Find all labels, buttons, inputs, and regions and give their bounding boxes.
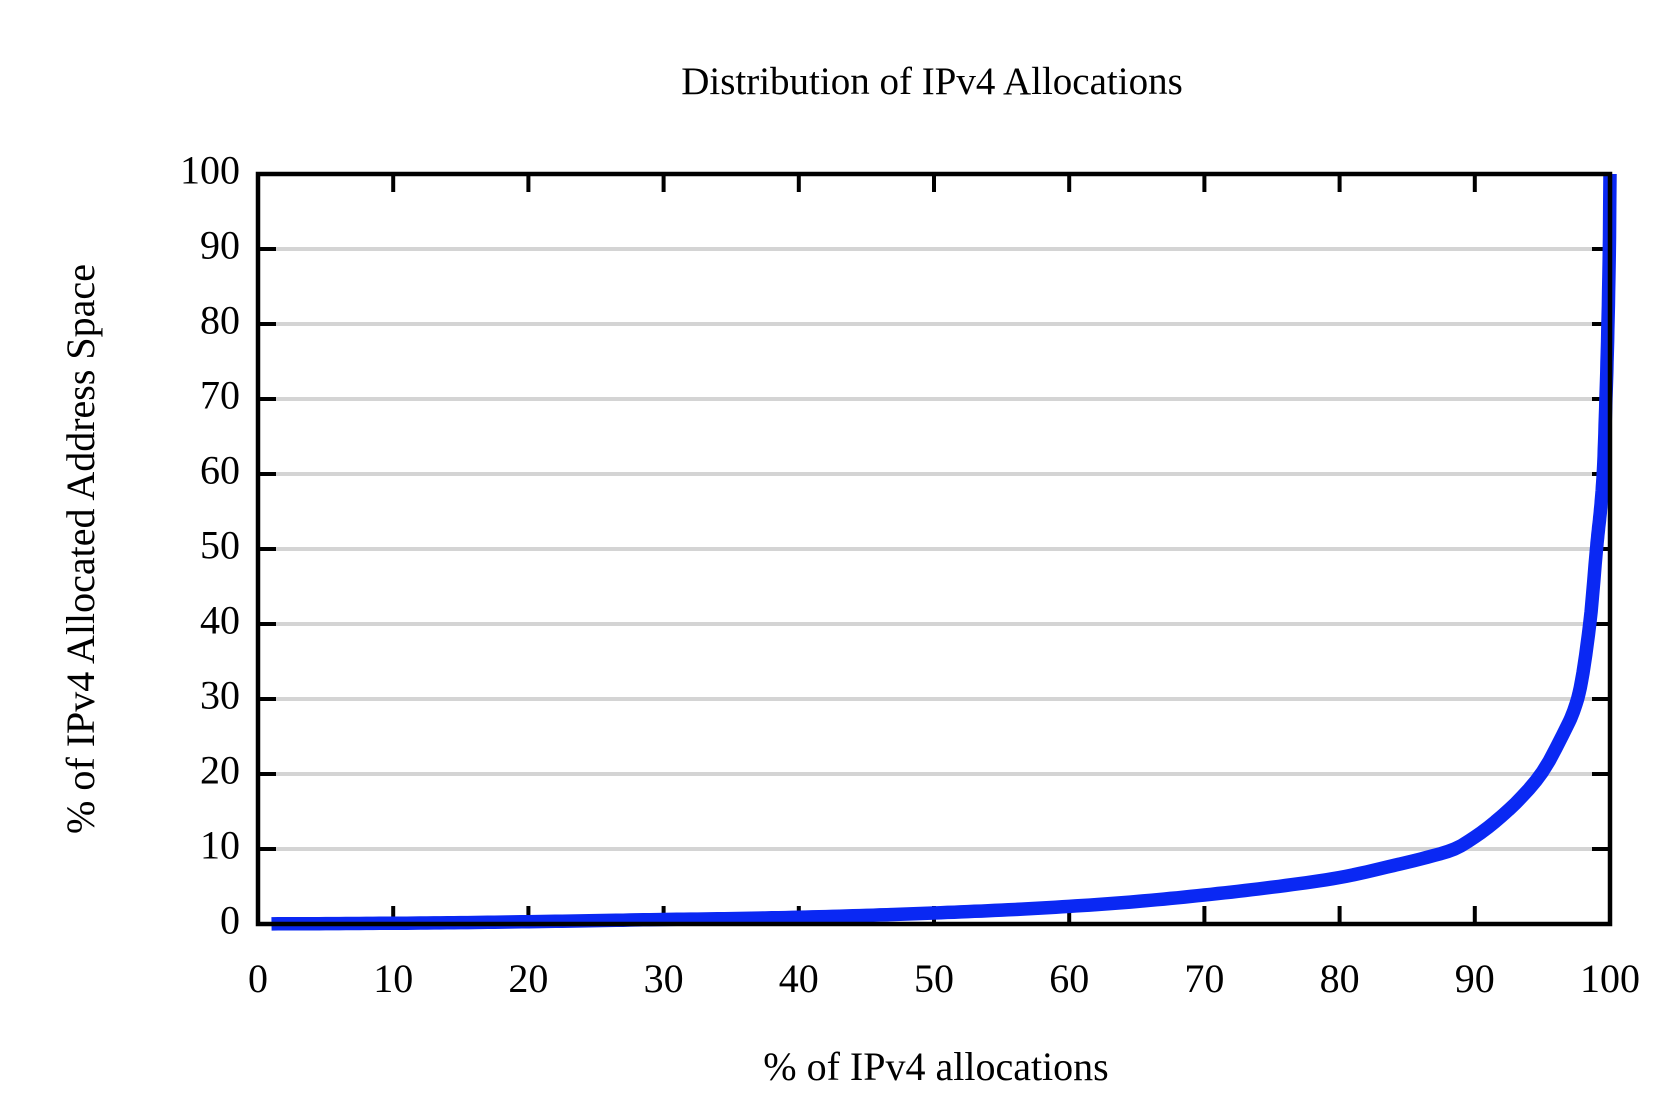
- svg-text:10: 10: [200, 823, 240, 868]
- svg-text:100: 100: [1580, 956, 1640, 1001]
- svg-text:10: 10: [373, 956, 413, 1001]
- svg-text:0: 0: [220, 898, 240, 943]
- svg-text:70: 70: [200, 373, 240, 418]
- svg-text:80: 80: [200, 298, 240, 343]
- svg-text:Distribution of IPv4 Allocatio: Distribution of IPv4 Allocations: [681, 60, 1183, 103]
- svg-text:40: 40: [200, 598, 240, 643]
- svg-text:80: 80: [1320, 956, 1360, 1001]
- svg-text:90: 90: [200, 223, 240, 268]
- svg-text:50: 50: [200, 523, 240, 568]
- svg-text:60: 60: [200, 448, 240, 493]
- svg-text:90: 90: [1455, 956, 1495, 1001]
- svg-text:20: 20: [200, 748, 240, 793]
- svg-text:50: 50: [914, 956, 954, 1001]
- svg-text:30: 30: [644, 956, 684, 1001]
- svg-text:30: 30: [200, 673, 240, 718]
- svg-text:70: 70: [1184, 956, 1224, 1001]
- svg-text:20: 20: [508, 956, 548, 1001]
- svg-text:0: 0: [248, 956, 268, 1001]
- svg-text:% of IPv4 Allocated Address Sp: % of IPv4 Allocated Address Space: [58, 264, 103, 834]
- svg-text:% of IPv4 allocations: % of IPv4 allocations: [763, 1044, 1109, 1089]
- svg-text:100: 100: [180, 148, 240, 193]
- svg-text:40: 40: [779, 956, 819, 1001]
- svg-text:60: 60: [1049, 956, 1089, 1001]
